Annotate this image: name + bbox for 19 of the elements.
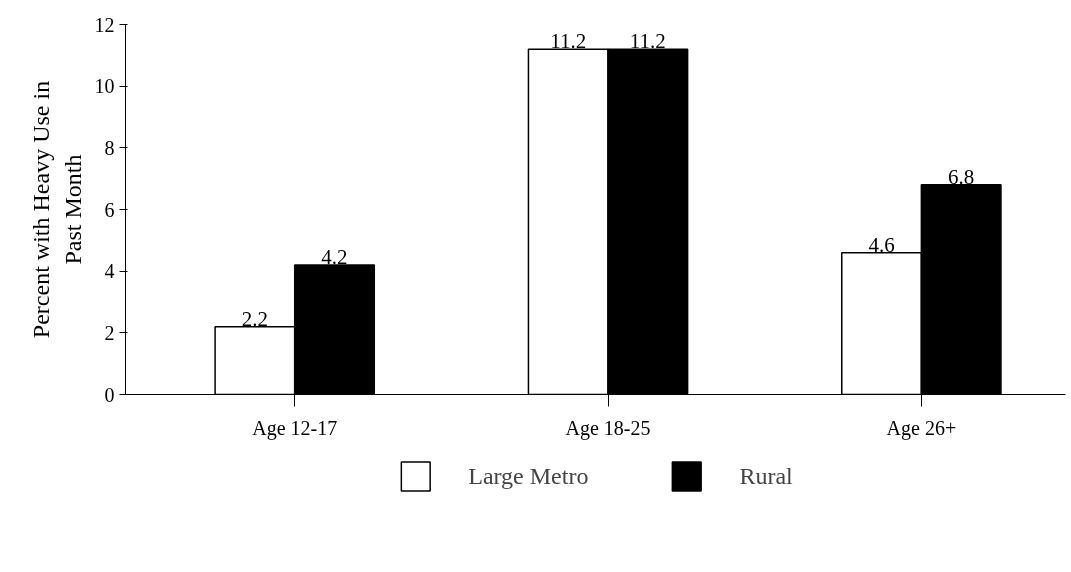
y-tick-label: 12 xyxy=(94,13,115,36)
data-label: 4.6 xyxy=(868,232,895,257)
y-tick-label: 4 xyxy=(104,260,115,283)
data-label: 11.2 xyxy=(629,29,666,54)
y-tick-label: 10 xyxy=(94,75,115,98)
x-tick-label: Age 18-25 xyxy=(565,416,651,440)
data-label: 11.2 xyxy=(550,29,587,54)
y-tick-label: 2 xyxy=(104,321,115,344)
x-tick-label: Age 26+ xyxy=(886,416,957,440)
x-tick-label: Age 12-17 xyxy=(252,416,338,440)
y-tick-label: 6 xyxy=(104,198,115,221)
data-label: 4.2 xyxy=(321,245,348,269)
y-axis-title: Percent with Heavy Use in Past Month xyxy=(28,80,86,339)
y-tick-label: 8 xyxy=(104,136,115,159)
data-label: 6.8 xyxy=(948,164,975,189)
y-tick-label: 0 xyxy=(104,383,115,406)
legend-label: Rural xyxy=(739,462,793,490)
legend-label: Large Metro xyxy=(468,462,589,490)
data-label: 2.2 xyxy=(241,306,269,331)
